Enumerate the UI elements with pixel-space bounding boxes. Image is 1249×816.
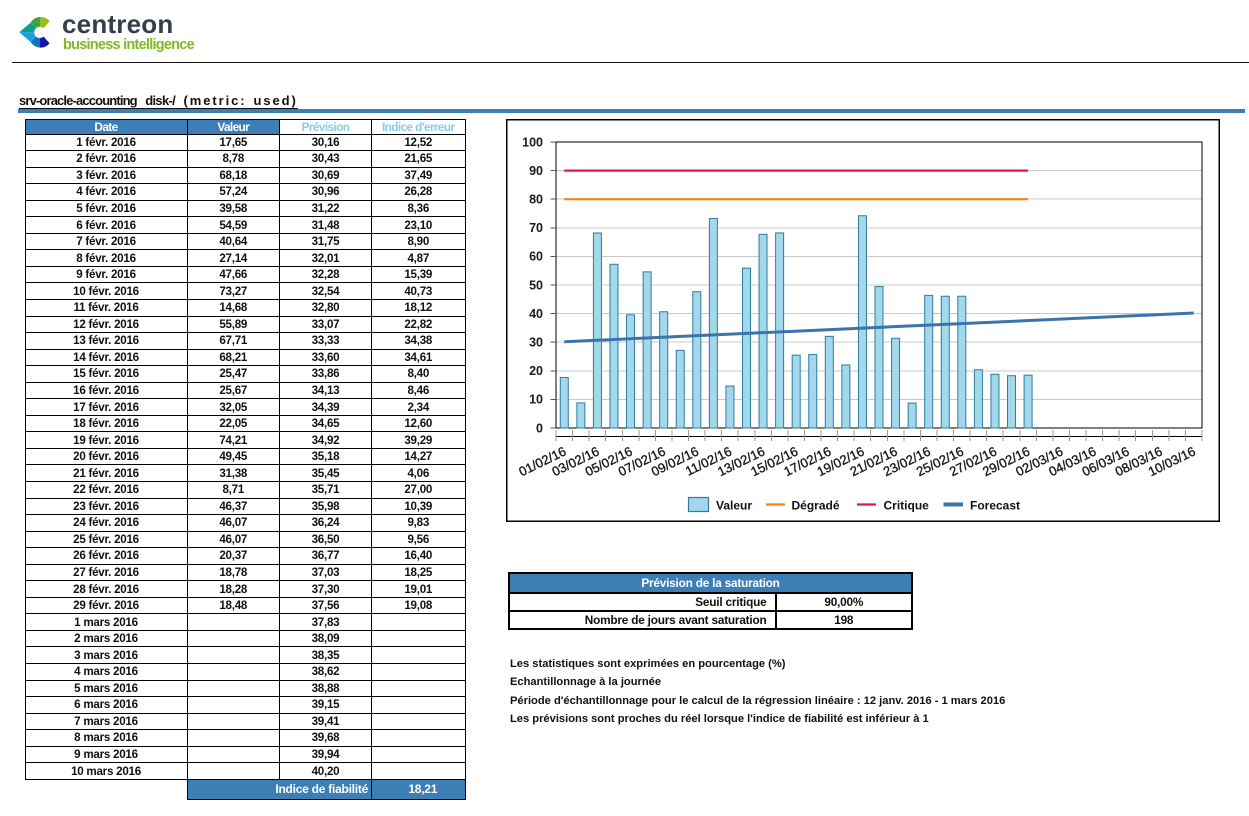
svg-text:60: 60 (529, 250, 543, 264)
svg-text:30: 30 (529, 336, 543, 350)
svg-text:40: 40 (529, 307, 543, 321)
svg-text:90: 90 (529, 164, 543, 178)
svg-text:70: 70 (529, 221, 543, 235)
svg-text:Critique: Critique (884, 499, 930, 513)
svg-text:50: 50 (529, 278, 543, 292)
svg-text:80: 80 (529, 193, 543, 207)
svg-text:10: 10 (529, 393, 543, 407)
svg-text:Valeur: Valeur (716, 499, 752, 513)
svg-text:Dégradé: Dégradé (792, 499, 840, 513)
svg-text:Forecast: Forecast (970, 499, 1020, 513)
svg-text:20: 20 (529, 364, 543, 378)
svg-text:100: 100 (522, 135, 543, 149)
svg-text:0: 0 (536, 421, 543, 435)
